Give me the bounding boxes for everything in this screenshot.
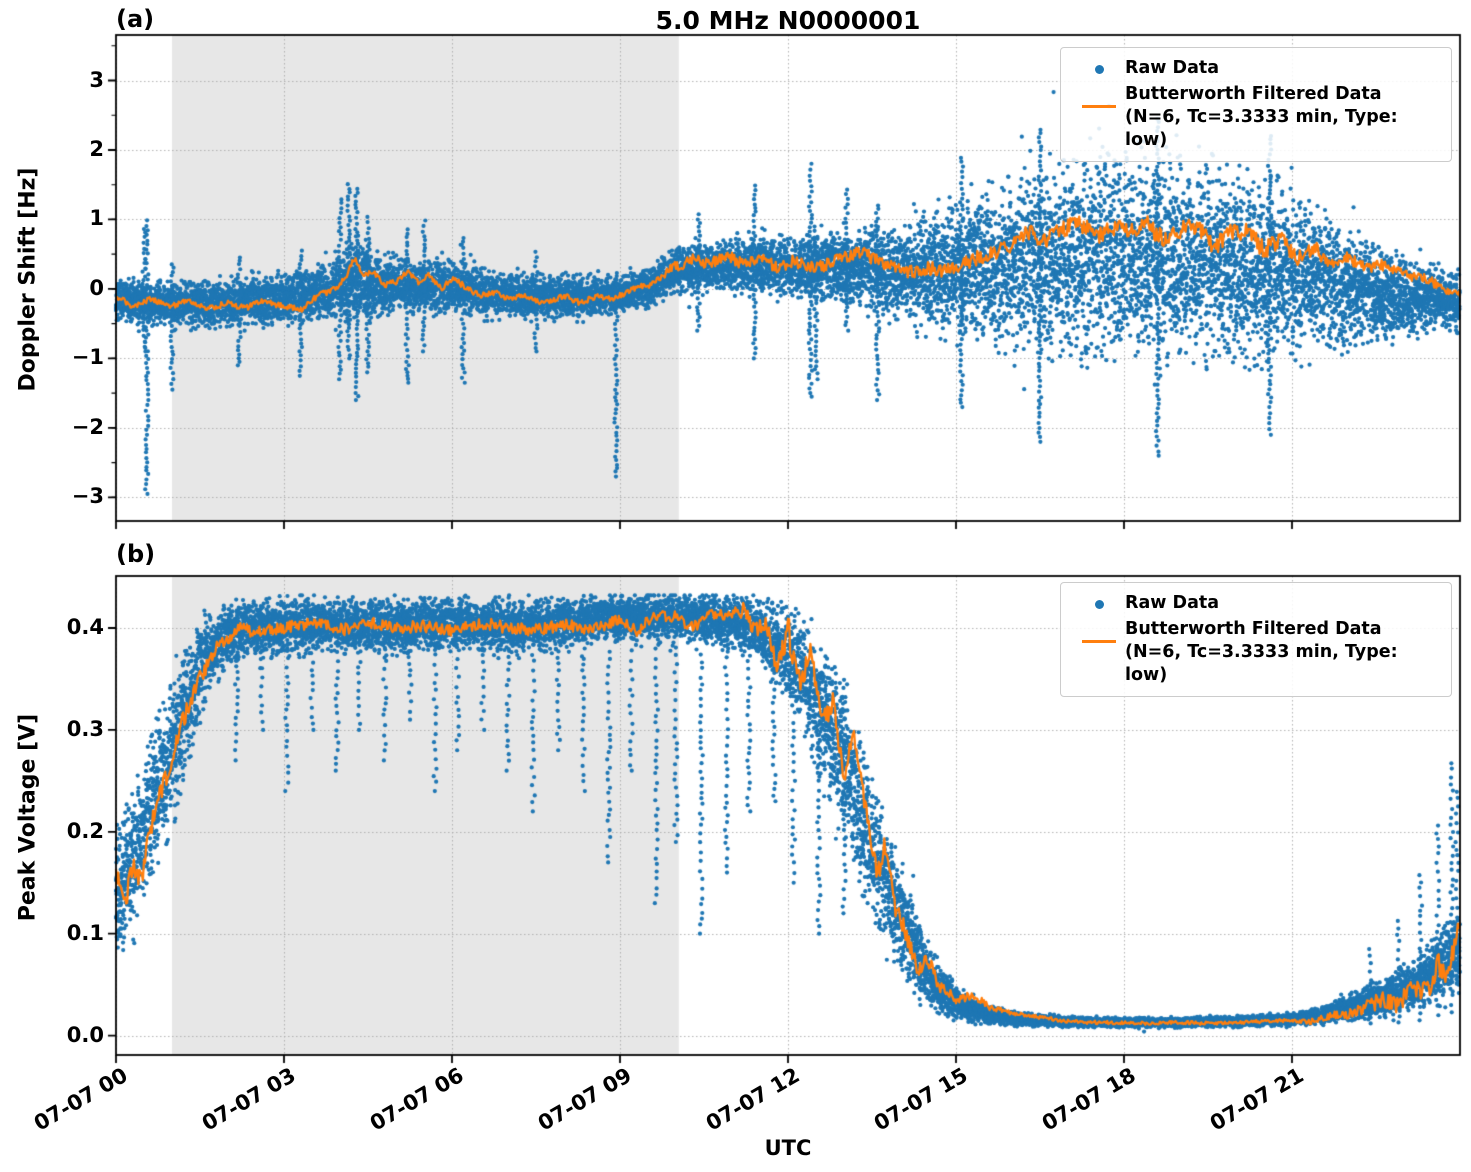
legend-raw-label: Raw Data — [1125, 58, 1220, 78]
raw-data-dot-marker — [1073, 57, 1125, 81]
raw-data-dot-marker — [1073, 592, 1125, 616]
legend-entry-raw: Raw Data — [1073, 592, 1441, 616]
legend-panel-b: Raw Data Butterworth Filtered Data (N=6, … — [1060, 582, 1452, 698]
legend-entry-filtered: Butterworth Filtered Data (N=6, Tc=3.3333… — [1073, 618, 1441, 686]
legend-filtered-label: Butterworth Filtered Data (N=6, Tc=3.3333… — [1125, 618, 1441, 686]
y-tick-label: −3 — [71, 484, 104, 509]
y-tick-label: 0.2 — [66, 818, 104, 843]
x-axis-label: UTC — [764, 1136, 812, 1160]
filtered-line-marker — [1073, 618, 1125, 664]
y-tick-label: 0.0 — [66, 1022, 104, 1047]
y-axis-label-voltage: Peak Voltage [V] — [15, 713, 41, 922]
legend-filtered-label: Butterworth Filtered Data (N=6, Tc=3.3333… — [1125, 83, 1441, 151]
filtered-line-marker — [1073, 83, 1125, 129]
y-tick-label: −2 — [71, 414, 104, 439]
legend-panel-a: Raw Data Butterworth Filtered Data (N=6, … — [1060, 47, 1452, 163]
y-tick-label: 0 — [89, 275, 104, 300]
panel-b-letter: (b) — [116, 540, 156, 568]
panel-a-letter: (a) — [116, 5, 155, 33]
legend-filtered-label-line2: (N=6, Tc=3.3333 min, Type: low) — [1125, 641, 1398, 685]
y-tick-label: 0.1 — [66, 920, 104, 945]
y-tick-label: 0.4 — [66, 615, 104, 640]
legend-entry-raw: Raw Data — [1073, 57, 1441, 81]
y-tick-label: −1 — [71, 345, 104, 370]
y-tick-label: 0.3 — [66, 716, 104, 741]
legend-raw-label: Raw Data — [1125, 593, 1220, 613]
y-tick-label: 1 — [89, 206, 104, 231]
y-tick-label: 3 — [89, 67, 104, 92]
legend-filtered-label-line2: (N=6, Tc=3.3333 min, Type: low) — [1125, 106, 1398, 150]
chart-title: 5.0 MHz N0000001 — [655, 6, 921, 35]
y-tick-label: 2 — [89, 137, 104, 162]
legend-entry-filtered: Butterworth Filtered Data (N=6, Tc=3.3333… — [1073, 83, 1441, 151]
legend-filtered-label-line1: Butterworth Filtered Data — [1125, 619, 1382, 639]
legend-filtered-label-line1: Butterworth Filtered Data — [1125, 84, 1382, 104]
